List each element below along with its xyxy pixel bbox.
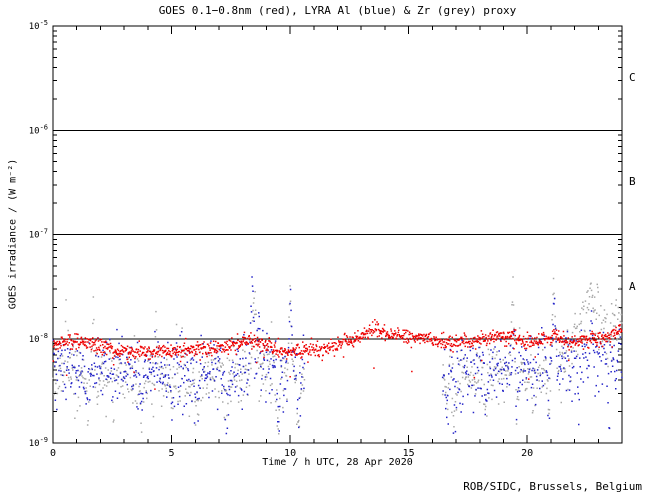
lyra_al-series-points [52, 276, 623, 435]
x-tick-label: 5 [169, 448, 175, 459]
x-tick-label: 0 [50, 448, 56, 459]
y-tick-label: 10-7 [29, 228, 48, 241]
axes-frame [52, 25, 623, 444]
flare-class-c-label: C [629, 71, 636, 84]
y-tick-label: 10-5 [29, 19, 48, 32]
x-tick-label: 10 [284, 448, 296, 459]
y-tick-label: 10-9 [29, 436, 48, 449]
x-tick-label: 20 [521, 448, 533, 459]
y-tick-label: 10-8 [29, 332, 48, 345]
flare-class-b-label: B [629, 175, 636, 188]
credit-text: ROB/SIDC, Brussels, Belgium [463, 480, 642, 493]
x-tick-label: 15 [403, 448, 415, 459]
lyra_zr-series-points [52, 276, 623, 435]
flare-class-a-label: A [629, 280, 636, 293]
goes-series-points [52, 319, 623, 390]
y-tick-label: 10-6 [29, 123, 48, 136]
plot-title: GOES 0.1−0.8nm (red), LYRA Al (blue) & Z… [158, 4, 517, 17]
x-axis-label: Time / h UTC, 28 Apr 2020 [262, 457, 413, 468]
